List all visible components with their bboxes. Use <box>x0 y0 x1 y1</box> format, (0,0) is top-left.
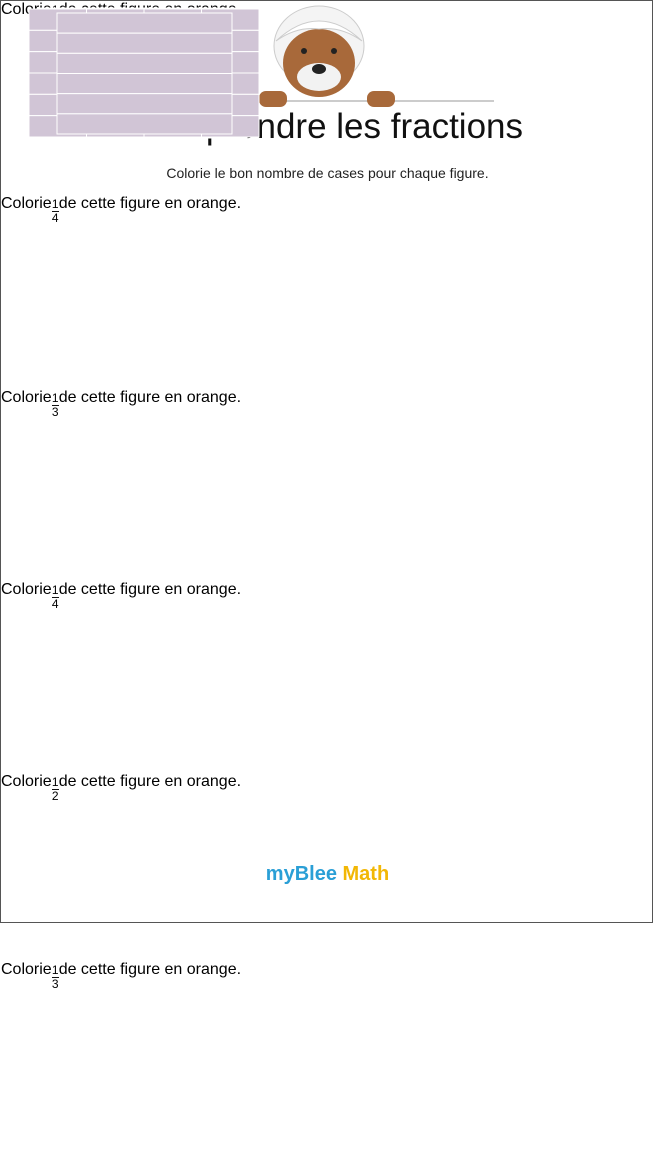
grid-cell <box>56 113 233 135</box>
grid-cell <box>56 93 233 115</box>
denominator: 3 <box>51 977 59 991</box>
instruction-prefix: Colorie <box>1 961 52 978</box>
grid-cell <box>56 73 233 95</box>
numerator: 1 <box>51 963 59 977</box>
denominator: 2 <box>51 789 59 803</box>
instruction-suffix: de cette figure en orange. <box>58 389 242 406</box>
instruction: Colorie 1 4 de cette figure en orange. <box>1 195 295 227</box>
mascot <box>164 5 494 107</box>
fraction-bar <box>51 211 59 212</box>
numerator: 1 <box>51 583 59 597</box>
brand: myBlee Math <box>1 863 653 886</box>
instruction-suffix: de cette figure en orange. <box>58 581 242 598</box>
subtitle: Colorie le bon nombre de cases pour chaq… <box>166 165 489 181</box>
denominator: 4 <box>51 597 59 611</box>
page: Comprendre les fractions Colorie le bon … <box>0 0 653 991</box>
instruction: Colorie 1 2 de cette figure en orange. <box>1 773 295 805</box>
numerator: 1 <box>51 391 59 405</box>
instruction-suffix: de cette figure en orange. <box>58 195 242 212</box>
exercise-panel: Colorie 1 4 de cette figure en orange. <box>1 7 295 389</box>
denominator: 3 <box>51 405 59 419</box>
instruction-suffix: de cette figure en orange. <box>58 961 242 978</box>
instruction: Colorie 1 4 de cette figure en orange. <box>1 581 295 613</box>
instruction-prefix: Colorie <box>1 773 52 790</box>
instruction-suffix: de cette figure en orange. <box>58 773 242 790</box>
numerator: 1 <box>51 775 59 789</box>
denominator: 4 <box>51 211 59 225</box>
fraction-bar <box>51 597 59 598</box>
grid-figure <box>56 12 233 135</box>
instruction-prefix: Colorie <box>1 581 52 598</box>
fraction-bar <box>51 405 59 406</box>
brand-b: Math <box>342 863 390 885</box>
grid-cell <box>56 32 233 54</box>
instruction-prefix: Colorie <box>1 389 52 406</box>
exercise-panel: Colorie 1 4 de cette figure en orange. <box>1 8 295 773</box>
numerator: 1 <box>51 197 59 211</box>
grid-cell <box>56 52 233 74</box>
brand-a: myBlee <box>265 863 337 885</box>
grid-cell <box>56 12 233 34</box>
instruction-prefix: Colorie <box>1 195 52 212</box>
fraction-bar <box>51 789 59 790</box>
